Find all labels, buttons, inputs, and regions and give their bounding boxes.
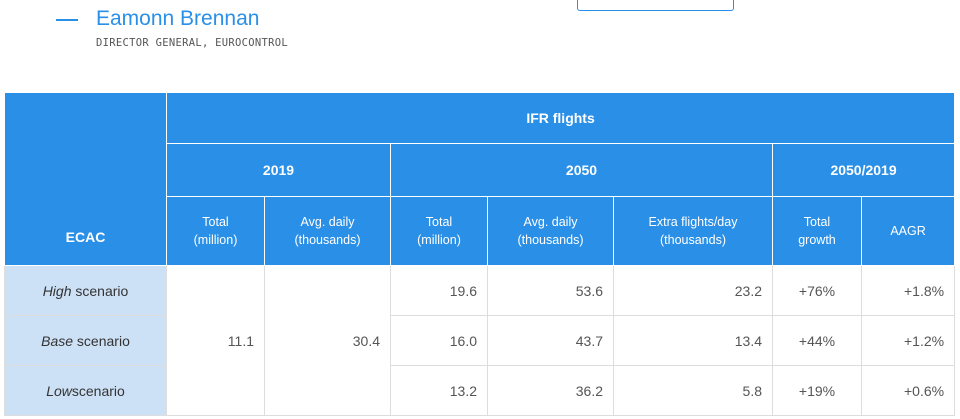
period-header-2019: 2019 xyxy=(166,143,391,197)
column-header-total-growth: Total growth xyxy=(772,196,862,266)
column-header-total-2019: Total (million) xyxy=(166,196,265,266)
total-2050-cell: 16.0 xyxy=(390,315,488,366)
total-growth-cell: +44% xyxy=(772,315,862,366)
column-header-extra-flights: Extra flights/day (thousands) xyxy=(613,196,773,266)
extra-flights-cell: 23.2 xyxy=(613,265,773,316)
aagr-cell: +0.6% xyxy=(860,365,956,416)
period-header-2050: 2050 xyxy=(390,143,773,197)
period-header-2050-2019: 2050/2019 xyxy=(771,143,956,197)
table-row-high: High scenario 11.1 30.4 19.6 53.6 23.2 +… xyxy=(4,265,956,416)
author-name: Eamonn Brennan xyxy=(96,7,260,30)
quote-dash-decoration xyxy=(56,19,78,21)
aagr-cell: +1.2% xyxy=(860,315,956,366)
total-2050-cell: 13.2 xyxy=(390,365,488,416)
avg-daily-2050-cell: 36.2 xyxy=(487,365,614,416)
scenario-label-high: High scenario xyxy=(4,265,167,316)
avg-daily-2050-cell: 53.6 xyxy=(487,265,614,316)
table-row-base: Base scenario 16.0 43.7 13.4 +44% +1.2% xyxy=(4,315,956,366)
total-growth-cell: +19% xyxy=(772,365,862,416)
column-header-avg-daily-2050: Avg. daily (thousands) xyxy=(487,196,614,266)
extra-flights-cell: 5.8 xyxy=(613,365,773,416)
ifr-flights-header: IFR flights xyxy=(165,92,956,144)
author-role: DIRECTOR GENERAL, EUROCONTROL xyxy=(96,37,289,49)
column-header-total-2050: Total (million) xyxy=(390,196,488,266)
ifr-flights-forecast-table: ECAC IFR flights 2019 2050 2050/2019 Tot… xyxy=(4,92,956,416)
column-header-avg-daily-2019: Avg. daily (thousands) xyxy=(264,196,391,266)
partial-box-element xyxy=(577,0,734,11)
avg-daily-2019-cell: 30.4 xyxy=(264,265,391,416)
scenario-label-low: Lowscenario xyxy=(4,365,167,416)
ecac-column-header: ECAC xyxy=(4,92,167,266)
aagr-cell: +1.8% xyxy=(860,265,956,316)
avg-daily-2050-cell: 43.7 xyxy=(487,315,614,366)
total-2050-cell: 19.6 xyxy=(390,265,488,316)
table-row-low: Lowscenario 13.2 36.2 5.8 +19% +0.6% xyxy=(4,365,956,416)
total-2019-cell: 11.1 xyxy=(166,265,265,416)
extra-flights-cell: 13.4 xyxy=(613,315,773,366)
scenario-label-base: Base scenario xyxy=(4,315,167,366)
column-header-aagr: AAGR xyxy=(860,196,956,266)
total-growth-cell: +76% xyxy=(772,265,862,316)
